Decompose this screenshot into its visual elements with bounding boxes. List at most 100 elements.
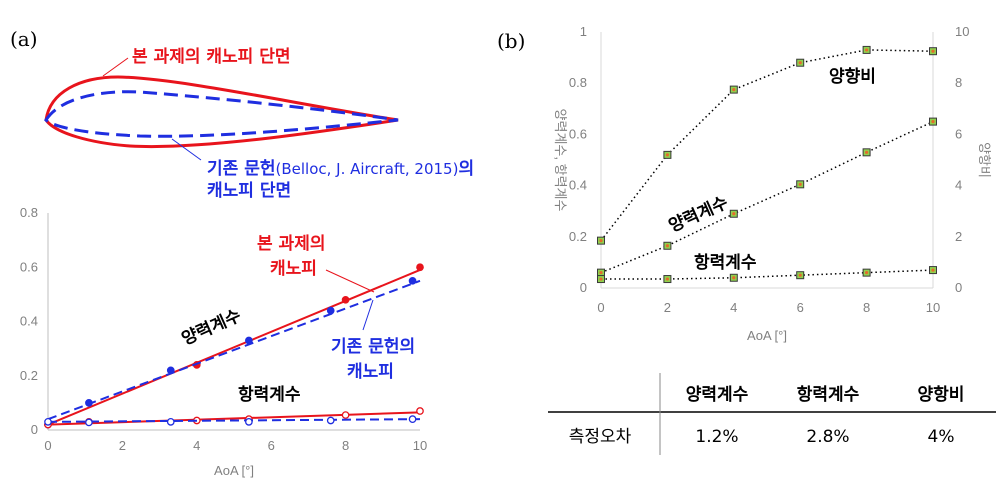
chart-a-lift-fit-line: [47, 279, 421, 421]
chart-b-series-marker-dot-2: [798, 273, 802, 277]
chart-b-series-marker-dot-1: [599, 271, 603, 275]
chart-b-series-marker-dot-1: [865, 150, 869, 154]
chart-a-xtick-label: 2: [119, 438, 126, 453]
legend-reference-prefix: 기존 문헌: [207, 159, 275, 179]
chart-b-series-marker-dot-0: [865, 48, 869, 52]
chart-a-drag-point: [341, 411, 350, 419]
chart-b-right-tick-label: 2: [955, 229, 962, 244]
chart-b-right-tick-label: 4: [955, 178, 962, 193]
chart-b-series-marker-dot-2: [599, 277, 603, 281]
chart-b-ylabel-left: 양력계수, 항력계수: [553, 109, 568, 212]
chart-a-xtick-label: 6: [268, 438, 275, 453]
table-header-drag: 항력계수: [797, 384, 860, 405]
annot-this-work-line1: 본 과제의: [257, 234, 325, 254]
leader-reference: [171, 138, 202, 161]
chart-b-series-marker-dot-1: [665, 244, 670, 248]
chart-b-left-tick-label: 0.8: [569, 75, 587, 90]
chart-a-marks: [44, 263, 424, 429]
legend-reference-line2: 캐노피 단면: [207, 181, 291, 201]
chart-a-drag-point: [408, 415, 417, 423]
chart-a-lift-point: [341, 295, 350, 304]
legend-this-work: 본 과제의 캐노피 단면: [132, 47, 291, 67]
annot-b-ld: 양향비: [829, 66, 876, 87]
table-row-label: 측정오차: [569, 427, 632, 447]
chart-b-xtick-label: 6: [797, 300, 804, 315]
chart-b-series-line-1: [600, 120, 934, 274]
chart-b-right-tick-label: 10: [955, 24, 969, 39]
chart-a-drag-point: [245, 418, 253, 426]
chart-b-xtick-label: 10: [926, 300, 940, 315]
leader-this-work-chart: [325, 269, 375, 293]
chart-a-xtick-label: 8: [342, 438, 349, 453]
chart-b-series-marker-dot-2: [665, 277, 670, 281]
chart-a-xtick-label: 4: [193, 438, 200, 453]
chart-a-drag-point: [44, 418, 52, 426]
chart-a-xtick-label: 10: [413, 438, 427, 453]
chart-a-drag-point: [326, 416, 335, 425]
chart-b-series-marker-dot-2: [931, 268, 935, 272]
chart-b-xlabel: AoA [°]: [747, 328, 787, 343]
chart-b-xtick-label: 2: [664, 300, 671, 315]
chart-b-right-tick-label: 0: [955, 280, 962, 295]
annot-a-drag: 항력계수: [238, 384, 301, 405]
panel-b-label: (b): [497, 29, 525, 53]
table-value-ld: 4%: [928, 427, 955, 447]
legend-reference-line1: 기존 문헌(Belloc, J. Aircraft, 2015)의: [207, 159, 474, 179]
chart-b-left-tick-label: 0.4: [569, 178, 587, 193]
chart-b-xtick-label: 0: [597, 300, 604, 315]
chart-b-series-marker-dot-0: [665, 153, 670, 157]
chart-a-lift-point: [85, 399, 93, 407]
chart-a-drag-point: [166, 418, 175, 426]
chart-a-lift-point: [326, 306, 335, 315]
chart-b-right-tick-label: 8: [955, 75, 962, 90]
airfoil-diagram: 본 과제의 캐노피 단면 기존 문헌(Belloc, J. Aircraft, …: [44, 47, 474, 201]
chart-b-ylabel-right: 양항비: [977, 142, 992, 178]
table-header-lift: 양력계수: [686, 385, 749, 405]
chart-b-xtick-label: 8: [863, 300, 870, 315]
annot-b-lift: 양력계수: [666, 193, 732, 237]
chart-b-series-line-0: [600, 49, 934, 242]
chart-a-lift-point: [416, 263, 424, 272]
airfoil-reference: [44, 90, 399, 138]
chart-b-left-tick-label: 1: [580, 24, 587, 39]
table-value-lift: 1.2%: [695, 427, 738, 447]
chart-a-drag-point: [416, 407, 424, 415]
chart-b-series-marker-dot-0: [599, 239, 603, 243]
annot-this-work-line2: 캐노피: [270, 259, 317, 279]
annot-reference-line2: 캐노피: [347, 362, 394, 382]
chart-a-lift-point: [245, 336, 253, 345]
chart-b-left-tick-label: 0: [580, 280, 587, 295]
chart-a-axes: 0 0.2 0.4 0.6 0.8 0 2 4 6 8 10: [20, 205, 427, 453]
chart-b-left-tick-label: 0.6: [569, 126, 587, 141]
error-table: 양력계수 항력계수 양항비 측정오차 1.2% 2.8% 4%: [548, 373, 996, 455]
leader-reference-chart: [362, 299, 374, 331]
chart-b-series-line-2: [601, 269, 934, 280]
chart-b-series-marker-dot-0: [931, 49, 935, 53]
chart-a-lift-point: [408, 276, 417, 285]
chart-a-drag-fit-line: [47, 418, 421, 423]
chart-b-series-marker-dot-1: [732, 212, 736, 216]
annot-a-lift: 양력계수: [179, 306, 245, 350]
chart-a-drag-point: [85, 418, 93, 427]
table-value-drag: 2.8%: [806, 427, 849, 447]
chart-b-marks: [597, 45, 937, 284]
leader-this-work: [102, 57, 129, 77]
chart-b-series-marker-dot-1: [798, 182, 802, 186]
chart-a-ytick-label: 0.8: [20, 205, 38, 220]
legend-reference-cite: (Belloc, J. Aircraft, 2015): [275, 160, 458, 178]
chart-a-xlabel: AoA [°]: [214, 463, 254, 478]
chart-b-left-tick-label: 0.2: [569, 229, 587, 244]
table-header-ld: 양항비: [918, 384, 965, 405]
chart-b-xtick-label: 4: [730, 300, 737, 315]
chart-a-ytick-label: 0: [31, 422, 38, 437]
chart-b-series-marker-dot-0: [798, 61, 802, 65]
chart-a-ytick-label: 0.6: [20, 259, 38, 274]
chart-a-lift-fit-line: [47, 269, 421, 426]
chart-a-xtick-label: 0: [44, 438, 51, 453]
chart-b-series-marker-dot-1: [931, 120, 935, 124]
annot-b-drag: 항력계수: [694, 252, 757, 273]
chart-a-ytick-label: 0.2: [20, 368, 38, 383]
